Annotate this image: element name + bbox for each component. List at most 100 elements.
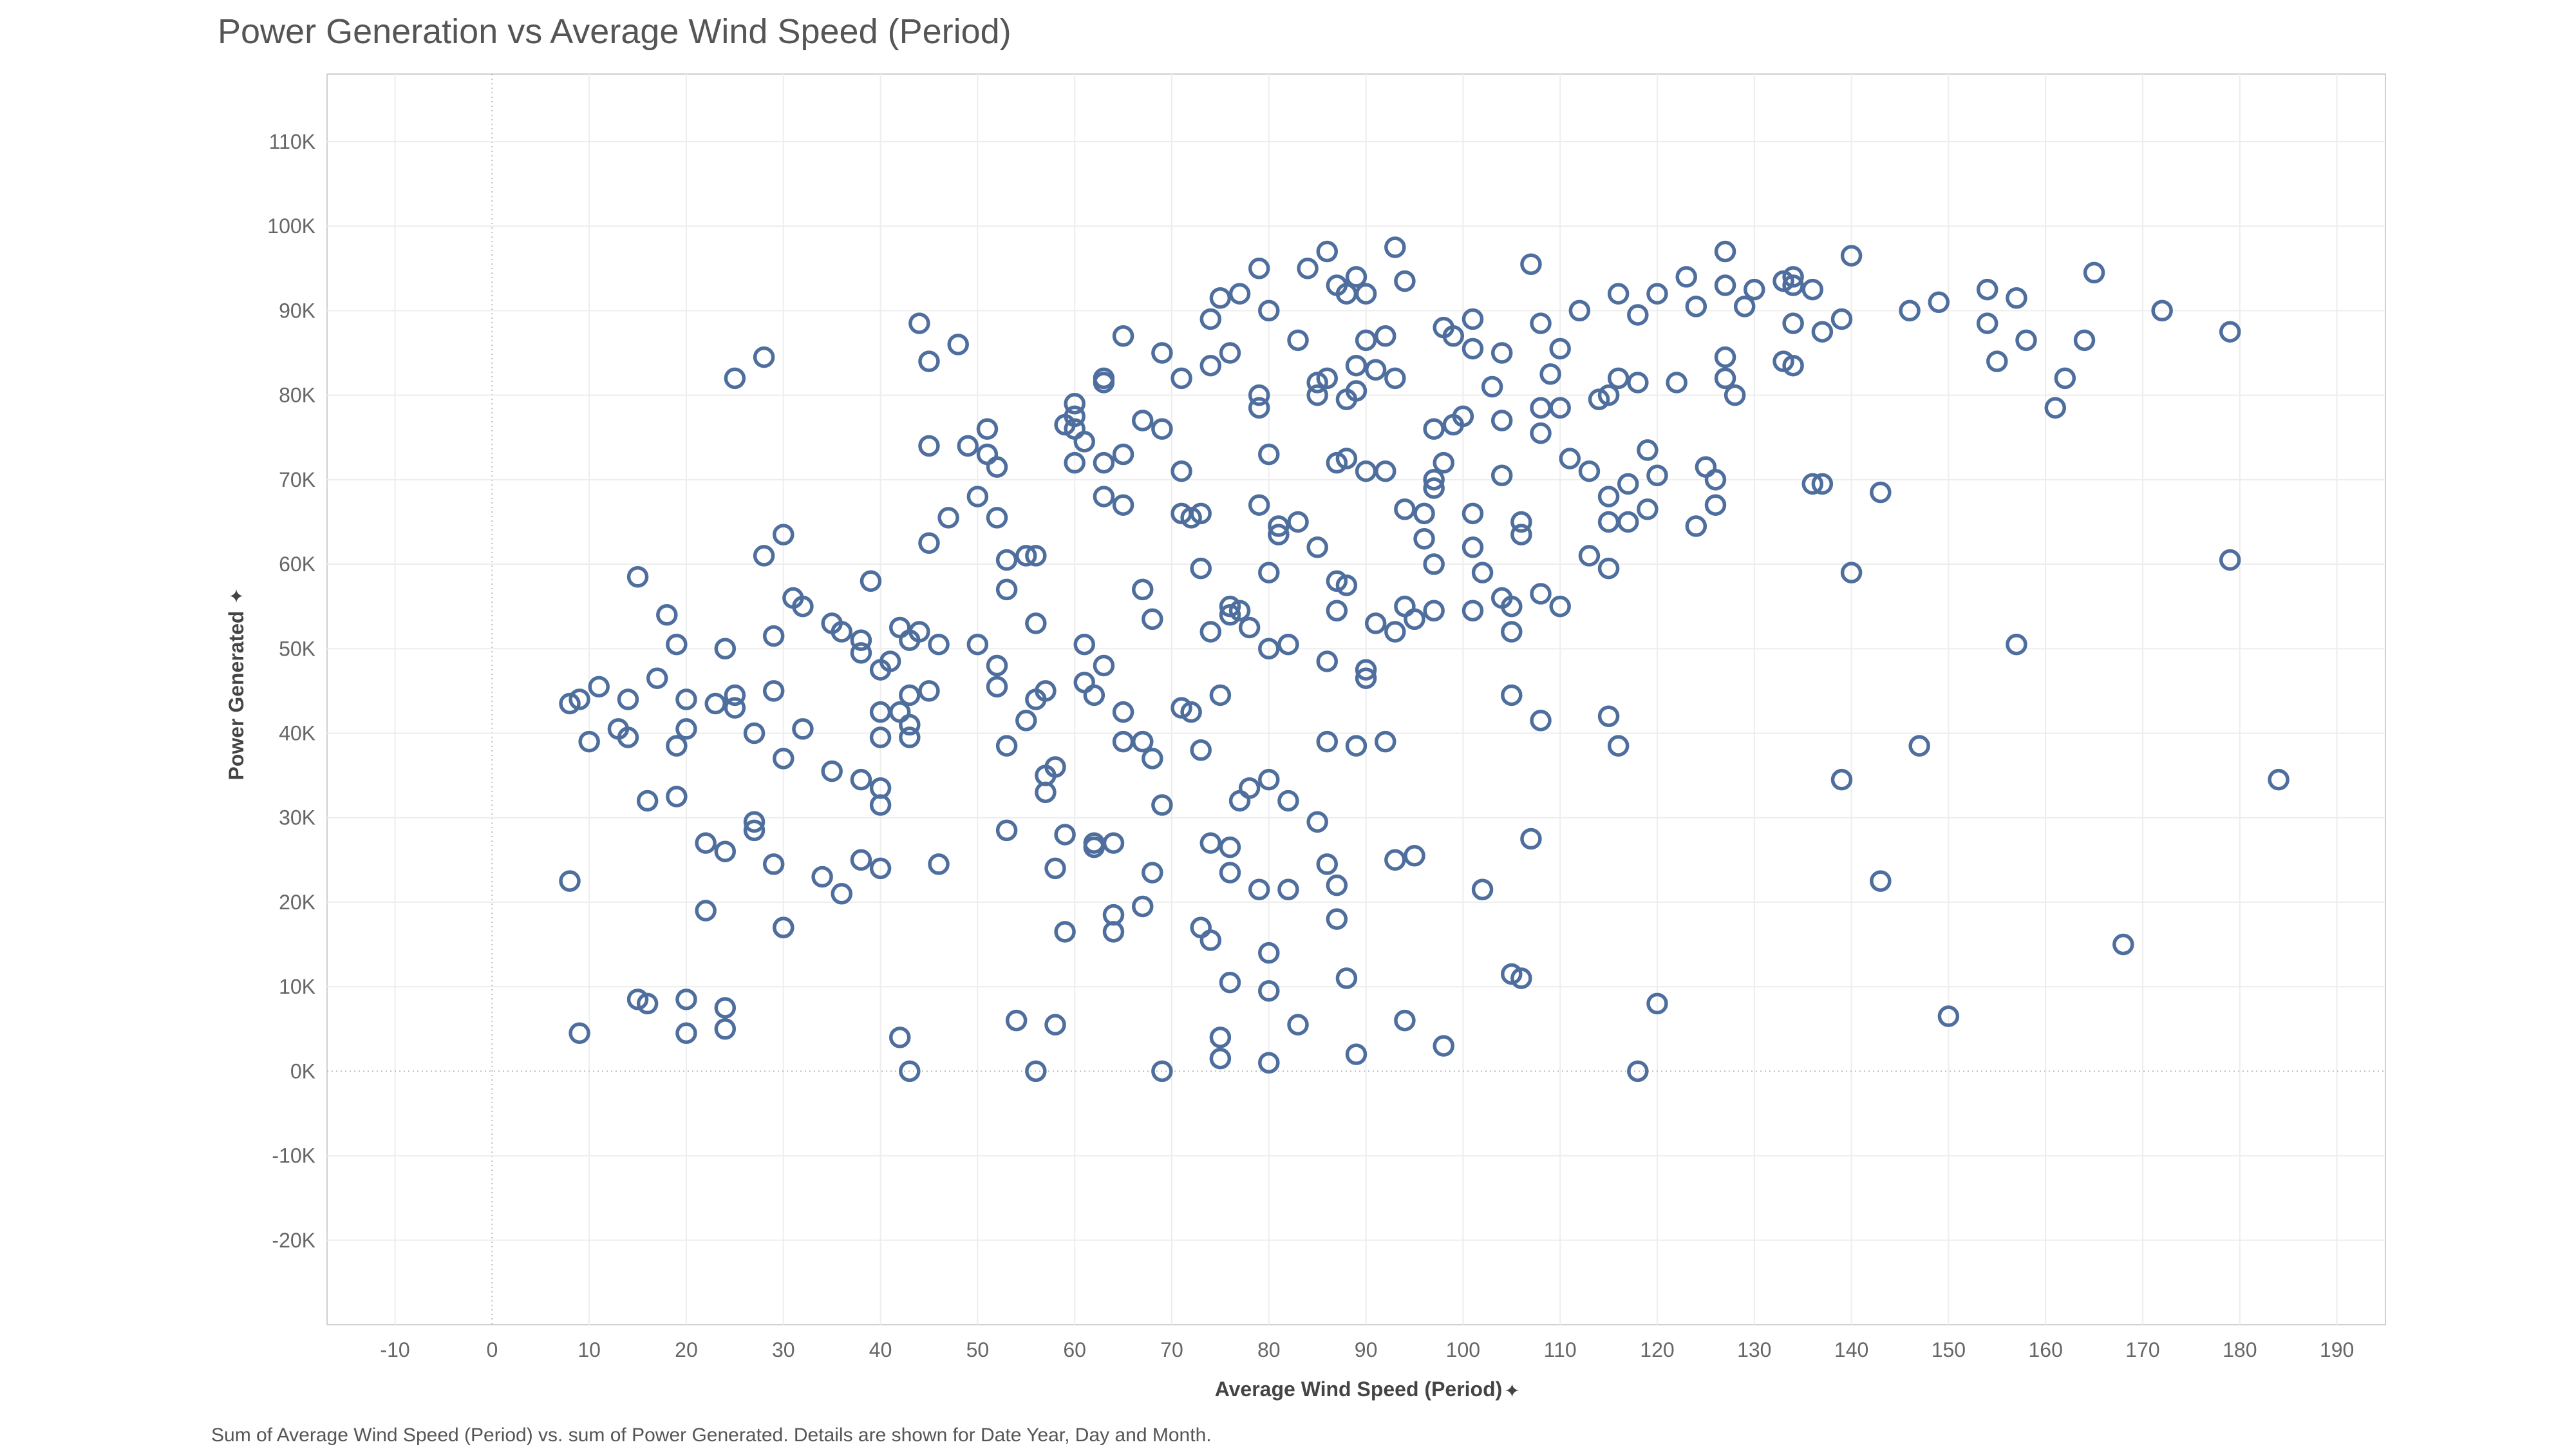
- scatter-point[interactable]: [1976, 312, 1998, 334]
- scatter-point[interactable]: [928, 853, 950, 875]
- scatter-point[interactable]: [1578, 460, 1601, 482]
- scatter-point[interactable]: [724, 367, 746, 390]
- scatter-point[interactable]: [1112, 443, 1134, 466]
- scatter-point[interactable]: [569, 1022, 590, 1045]
- scatter-point[interactable]: [918, 680, 940, 702]
- scatter-point[interactable]: [1170, 460, 1192, 482]
- scatter-point[interactable]: [1335, 574, 1358, 596]
- scatter-point[interactable]: [1151, 418, 1173, 440]
- scatter-point[interactable]: [918, 350, 940, 372]
- scatter-point[interactable]: [850, 849, 872, 871]
- scatter-point[interactable]: [1772, 270, 1794, 292]
- scatter-point[interactable]: [762, 680, 785, 702]
- scatter-point[interactable]: [1268, 515, 1290, 537]
- scatter-point[interactable]: [1830, 768, 1853, 791]
- scatter-point[interactable]: [908, 312, 930, 334]
- scatter-point[interactable]: [1840, 245, 1863, 267]
- scatter-point[interactable]: [1549, 397, 1571, 419]
- scatter-point[interactable]: [1637, 439, 1659, 461]
- scatter-point[interactable]: [1064, 405, 1086, 428]
- scatter-point[interactable]: [666, 735, 688, 757]
- scatter-point[interactable]: [1219, 342, 1241, 364]
- scatter-point[interactable]: [1568, 299, 1591, 322]
- scatter-point[interactable]: [1530, 422, 1552, 444]
- scatter-point[interactable]: [773, 524, 794, 545]
- scatter-point[interactable]: [1501, 595, 1523, 618]
- scatter-point[interactable]: [1219, 971, 1241, 994]
- scatter-point[interactable]: [957, 435, 979, 457]
- scatter-point[interactable]: [1209, 287, 1232, 309]
- scatter-point[interactable]: [918, 532, 940, 554]
- scatter-point[interactable]: [1258, 768, 1280, 791]
- scatter-point[interactable]: [2015, 329, 2037, 352]
- scatter-point[interactable]: [1287, 1014, 1309, 1036]
- scatter-point[interactable]: [869, 726, 892, 748]
- scatter-point[interactable]: [1462, 308, 1484, 330]
- scatter-point[interactable]: [986, 507, 1008, 529]
- scatter-point[interactable]: [1510, 967, 1532, 989]
- scatter-point[interactable]: [1064, 392, 1086, 415]
- scatter-point[interactable]: [743, 811, 766, 833]
- scatter-point[interactable]: [1199, 354, 1222, 377]
- scatter-point[interactable]: [2219, 321, 2241, 343]
- scatter-point[interactable]: [1559, 448, 1581, 469]
- scatter-point[interactable]: [1142, 862, 1163, 884]
- scatter-point[interactable]: [675, 718, 697, 740]
- scatter-point[interactable]: [1714, 274, 1736, 296]
- scatter-point[interactable]: [1044, 1014, 1066, 1036]
- scatter-point[interactable]: [1617, 511, 1639, 533]
- scatter-point[interactable]: [1782, 312, 1804, 334]
- scatter-point[interactable]: [1190, 739, 1212, 761]
- scatter-point[interactable]: [1394, 595, 1416, 618]
- scatter-point[interactable]: [1471, 878, 1494, 900]
- scatter-point[interactable]: [1142, 748, 1163, 770]
- y-axis-pin-icon[interactable]: ✦: [227, 588, 248, 604]
- scatter-point[interactable]: [1423, 418, 1445, 440]
- scatter-point[interactable]: [636, 992, 659, 1015]
- scatter-point[interactable]: [1870, 481, 1892, 504]
- scatter-point[interactable]: [1908, 735, 1930, 757]
- scatter-point[interactable]: [1044, 857, 1066, 880]
- scatter-point[interactable]: [1413, 502, 1435, 525]
- scatter-point[interactable]: [831, 883, 852, 905]
- scatter-point[interactable]: [1170, 367, 1192, 390]
- scatter-point[interactable]: [1209, 1027, 1232, 1048]
- scatter-point[interactable]: [1073, 672, 1096, 694]
- scatter-point[interactable]: [1597, 557, 1620, 580]
- scatter-point[interactable]: [1306, 811, 1328, 833]
- scatter-point[interactable]: [1112, 730, 1134, 753]
- scatter-point[interactable]: [1209, 684, 1232, 706]
- scatter-point[interactable]: [937, 507, 959, 529]
- scatter-point[interactable]: [1384, 236, 1406, 258]
- scatter-point[interactable]: [1675, 266, 1697, 288]
- scatter-point[interactable]: [850, 629, 872, 651]
- scatter-point[interactable]: [1646, 283, 1668, 305]
- scatter-point[interactable]: [1064, 451, 1086, 474]
- scatter-point[interactable]: [1073, 431, 1096, 453]
- scatter-point[interactable]: [1423, 553, 1445, 575]
- scatter-point[interactable]: [1627, 1060, 1649, 1083]
- scatter-point[interactable]: [1248, 258, 1270, 279]
- scatter-point[interactable]: [1695, 456, 1717, 478]
- scatter-point[interactable]: [1112, 494, 1134, 516]
- scatter-point[interactable]: [617, 726, 639, 748]
- scatter-point[interactable]: [1530, 710, 1552, 732]
- scatter-point[interactable]: [1520, 828, 1542, 850]
- scatter-point[interactable]: [2044, 397, 2067, 419]
- scatter-point[interactable]: [1899, 299, 1921, 322]
- scatter-point[interactable]: [695, 900, 717, 922]
- scatter-point[interactable]: [1549, 595, 1571, 618]
- scatter-point[interactable]: [1219, 595, 1241, 618]
- scatter-point[interactable]: [1471, 562, 1494, 583]
- scatter-point[interactable]: [1190, 557, 1212, 580]
- scatter-point[interactable]: [1627, 304, 1649, 326]
- scatter-point[interactable]: [1510, 511, 1532, 533]
- scatter-point[interactable]: [1617, 473, 1639, 495]
- scatter-point[interactable]: [1054, 824, 1076, 846]
- scatter-point[interactable]: [1530, 583, 1552, 605]
- scatter-point[interactable]: [1345, 354, 1368, 377]
- scatter-point[interactable]: [1501, 621, 1523, 643]
- scatter-point[interactable]: [1394, 1009, 1416, 1032]
- scatter-point[interactable]: [1637, 498, 1659, 520]
- scatter-point[interactable]: [1326, 570, 1348, 592]
